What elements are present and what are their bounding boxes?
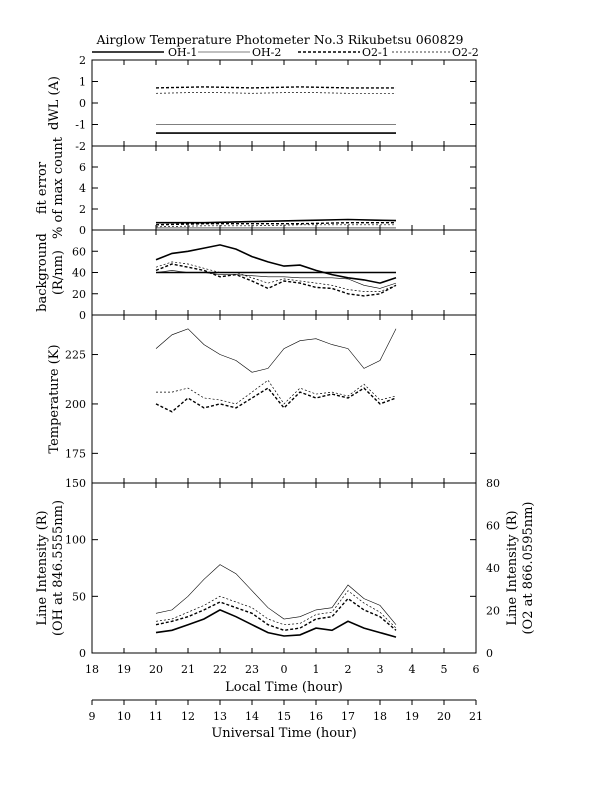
y-tick-label: 1 [79, 76, 86, 89]
panel-frame-3 [91, 314, 477, 484]
x-tick-label-local: 19 [117, 663, 131, 676]
x-tick-label-ut: 12 [181, 710, 195, 723]
x-tick-label-local: 23 [245, 663, 259, 676]
y-axis-label-unit: (R/nm) [51, 250, 66, 295]
y-tick-label: 2 [79, 203, 86, 216]
y-tick-label: 40 [72, 267, 86, 280]
y-axis-label-unit: % of max count [51, 136, 66, 239]
x-tick-label-ut: 10 [117, 710, 131, 723]
legend-label-o22: O2-2 [452, 46, 479, 59]
series-o2-1 [155, 263, 397, 297]
x-tick-label-local: 22 [213, 663, 227, 676]
y-axis-label: Line Intensity (R) [35, 510, 50, 625]
y2-tick-label: 40 [486, 562, 500, 575]
y-axis-label: fit error [35, 161, 50, 214]
y-tick-label: -1 [75, 119, 86, 132]
legend-label-oh2: OH-2 [252, 46, 281, 59]
y-tick-label: 50 [72, 590, 86, 603]
y2-tick-label: 20 [486, 605, 500, 618]
x-tick-label-local: 0 [281, 663, 288, 676]
series-oh-2 [155, 328, 397, 373]
y-tick-label: 20 [72, 288, 86, 301]
y-tick-label: 4 [79, 182, 86, 195]
legend-label-o21: O2-1 [362, 46, 389, 59]
y-tick-label: 100 [65, 534, 86, 547]
x-tick-label-ut: 19 [405, 710, 419, 723]
series-o2-1 [155, 387, 397, 413]
y2-axis-label-unit: (O2 at 866.0595nm) [521, 501, 536, 634]
series-o2-2 [156, 379, 397, 405]
y2-tick-label: 80 [486, 477, 500, 490]
y-tick-label: 225 [65, 349, 86, 362]
y-axis-label: background [35, 233, 50, 312]
y-tick-label: 0 [79, 309, 86, 322]
y2-tick-label: 60 [486, 520, 500, 533]
y-axis-label: Temperature (K) [47, 344, 62, 453]
y-tick-label: 0 [79, 97, 86, 110]
x-tick-label-local: 5 [441, 663, 448, 676]
series-o2-2 [155, 261, 397, 292]
legend-label-oh1: OH-1 [168, 46, 197, 59]
x-tick-label-ut: 13 [213, 710, 227, 723]
y2-axis-label: Line Intensity (R) [505, 510, 520, 625]
x-tick-label-local: 4 [409, 663, 416, 676]
y-tick-label: 0 [79, 224, 86, 237]
x-tick-label-ut: 15 [277, 710, 291, 723]
y-tick-label: 0 [79, 647, 86, 660]
x-tick-label-local: 2 [345, 663, 352, 676]
x-axis-label-ut: Universal Time (hour) [211, 726, 356, 741]
panel-frame-4 [91, 482, 477, 654]
x-tick-label-ut: 9 [89, 710, 96, 723]
x-tick-label-ut: 21 [469, 710, 483, 723]
y2-tick-label: 0 [486, 647, 493, 660]
x-tick-label-local: 21 [181, 663, 195, 676]
x-tick-label-local: 20 [149, 663, 163, 676]
x-tick-label-local: 18 [85, 663, 99, 676]
series-o2-2 [155, 91, 396, 94]
figure-title: Airglow Temperature Photometer No.3 Riku… [96, 32, 464, 47]
y-tick-label: 200 [65, 398, 86, 411]
y-axis-label: dWL (A) [47, 76, 62, 130]
x-tick-label-local: 6 [473, 663, 480, 676]
y-tick-label: 6 [79, 161, 86, 174]
series-o2-2 [155, 224, 396, 228]
x-axis-label-local: Local Time (hour) [225, 680, 343, 695]
y-axis-label-unit: (OH at 846.5555nm) [51, 500, 66, 636]
x-tick-label-ut: 14 [245, 710, 259, 723]
series-o2-1 [155, 597, 397, 632]
y-tick-label: 150 [65, 477, 86, 490]
x-tick-label-ut: 20 [437, 710, 451, 723]
y-tick-label: 175 [65, 447, 86, 460]
panel-frame-1 [91, 145, 477, 231]
legend: OH-1 OH-2 O2-1 O2-2 [92, 46, 479, 59]
series-o2-1 [155, 86, 396, 89]
y-tick-label: -2 [75, 140, 86, 153]
series-oh-1 [156, 218, 397, 224]
x-tick-label-local: 1 [313, 663, 320, 676]
x-tick-label-local: 3 [377, 663, 384, 676]
x-tick-label-ut: 17 [341, 710, 355, 723]
y-tick-label: 60 [72, 245, 86, 258]
x-tick-label-ut: 11 [149, 710, 163, 723]
x-tick-label-ut: 16 [309, 710, 323, 723]
series-oh-1 [155, 609, 397, 638]
x-tick-label-ut: 18 [373, 710, 387, 723]
series-oh-2 [155, 564, 397, 625]
y-tick-label: 2 [79, 54, 86, 67]
series-o2-1 [155, 221, 396, 226]
series-oh-1 [155, 244, 397, 284]
